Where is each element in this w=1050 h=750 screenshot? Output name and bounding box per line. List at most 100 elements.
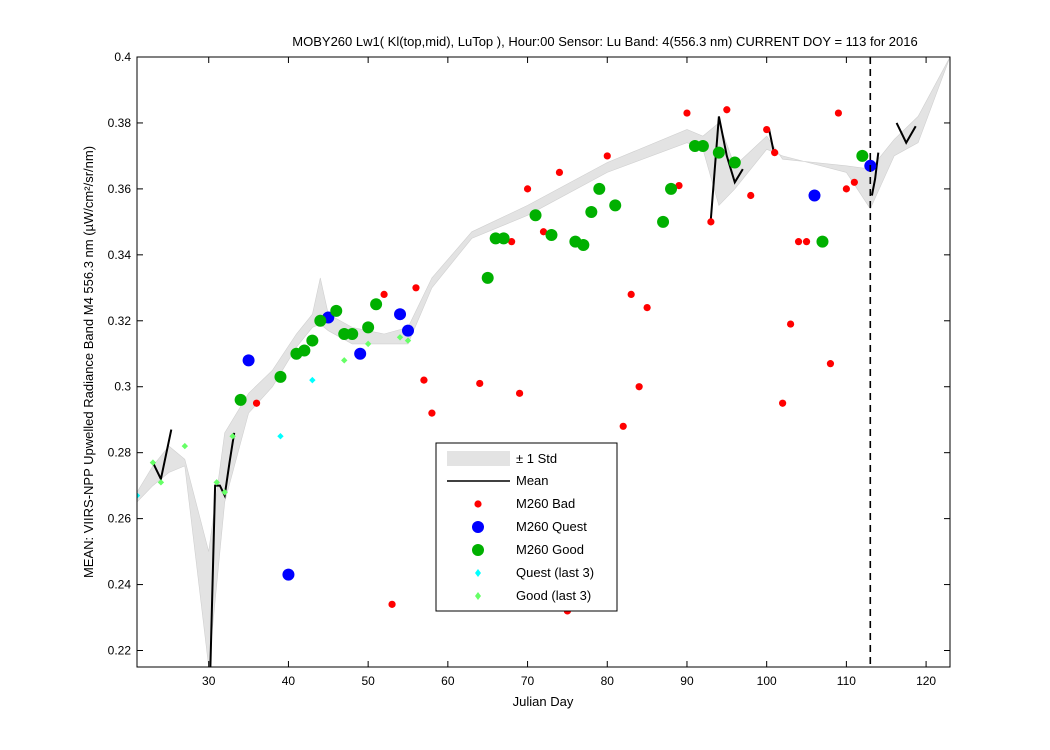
point-m260-quest-4 bbox=[394, 308, 407, 321]
y-tick-label-2: 0.26 bbox=[108, 512, 132, 526]
point-m260-good-28 bbox=[856, 149, 869, 162]
series-m260-bad bbox=[252, 106, 858, 615]
y-tick-label-8: 0.38 bbox=[108, 116, 132, 130]
point-m260-good-10 bbox=[370, 298, 383, 311]
y-tick-label-1: 0.24 bbox=[108, 578, 132, 592]
point-m260-bad-8 bbox=[515, 389, 524, 397]
legend-label-bad: M260 Bad bbox=[516, 496, 575, 511]
point-good-last-3-2 bbox=[181, 442, 189, 450]
point-quest-last-3-0 bbox=[137, 492, 141, 499]
point-m260-bad-29 bbox=[826, 360, 835, 368]
point-m260-quest-0 bbox=[242, 354, 255, 367]
legend-swatch-quest-last3 bbox=[475, 569, 481, 577]
point-m260-good-26 bbox=[728, 156, 741, 169]
point-m260-bad-9 bbox=[523, 185, 532, 193]
point-m260-good-0 bbox=[234, 393, 247, 406]
point-m260-good-9 bbox=[362, 321, 375, 334]
series-good-last-3 bbox=[149, 334, 412, 496]
legend-swatch-good bbox=[472, 544, 484, 556]
point-quest-last-3-2 bbox=[309, 376, 316, 384]
mean-line-segment-1 bbox=[209, 432, 236, 667]
point-m260-quest-3 bbox=[354, 347, 367, 360]
point-m260-good-22 bbox=[665, 182, 678, 195]
x-tick-label-7: 100 bbox=[757, 674, 777, 688]
point-good-last-3-8 bbox=[396, 334, 404, 341]
legend-label-quest: M260 Quest bbox=[516, 519, 587, 534]
mean-line-segment-4 bbox=[870, 152, 880, 196]
point-m260-quest-6 bbox=[808, 189, 821, 202]
legend-label-good-last3: Good (last 3) bbox=[516, 588, 591, 603]
y-tick-label-9: 0.4 bbox=[114, 50, 131, 64]
x-tick-label-6: 90 bbox=[680, 674, 694, 688]
point-m260-bad-30 bbox=[834, 109, 843, 117]
point-m260-bad-10 bbox=[539, 228, 548, 236]
point-m260-good-3 bbox=[298, 344, 311, 357]
axes-layer: 30 40 50 60 70 80 90 100 110 120 0.22 0.24 0.26 0.28 0… bbox=[108, 50, 950, 688]
point-good-last-3-6 bbox=[341, 357, 348, 364]
plot-frame bbox=[136, 56, 951, 668]
mean-line-segment-3 bbox=[768, 129, 775, 153]
x-tick-label-8: 110 bbox=[837, 674, 856, 688]
point-m260-good-5 bbox=[314, 314, 327, 327]
point-m260-bad-21 bbox=[723, 106, 731, 114]
point-m260-bad-27 bbox=[794, 238, 803, 246]
point-m260-bad-16 bbox=[635, 383, 643, 391]
point-m260-good-17 bbox=[577, 238, 590, 251]
point-m260-good-18 bbox=[585, 205, 598, 218]
x-tick-label-5: 80 bbox=[601, 674, 615, 688]
point-m260-bad-7 bbox=[508, 238, 516, 246]
point-m260-bad-17 bbox=[643, 303, 651, 312]
point-good-last-3-1 bbox=[157, 479, 165, 486]
point-m260-bad-6 bbox=[476, 379, 484, 388]
point-m260-bad-14 bbox=[619, 422, 627, 430]
point-m260-good-8 bbox=[346, 327, 359, 340]
point-good-last-3-5 bbox=[229, 432, 236, 440]
y-tick-label-4: 0.3 bbox=[114, 380, 131, 394]
point-m260-bad-20 bbox=[707, 218, 715, 226]
point-m260-bad-28 bbox=[802, 238, 811, 246]
std-band-layer bbox=[137, 57, 950, 667]
mean-line-segment-5 bbox=[895, 122, 917, 145]
x-tick-label-4: 70 bbox=[521, 674, 535, 688]
point-m260-good-19 bbox=[593, 182, 606, 195]
point-m260-bad-15 bbox=[627, 290, 635, 299]
std-band bbox=[137, 57, 950, 667]
point-m260-good-14 bbox=[529, 209, 542, 222]
legend-swatch-quest bbox=[472, 521, 484, 533]
point-m260-quest-5 bbox=[402, 324, 414, 337]
point-good-last-3-0 bbox=[149, 459, 157, 466]
y-axis-label: MEAN: VIIRS-NPP Upwelled Radiance Band M… bbox=[81, 146, 96, 578]
point-m260-good-25 bbox=[712, 146, 725, 159]
point-m260-bad-13 bbox=[603, 152, 611, 160]
point-m260-bad-11 bbox=[555, 168, 564, 177]
legend-box bbox=[435, 442, 618, 612]
x-tick-label-1: 40 bbox=[282, 674, 296, 688]
y-tick-label-6: 0.34 bbox=[108, 248, 132, 262]
legend-swatch-good-last3 bbox=[475, 592, 481, 600]
point-m260-bad-23 bbox=[763, 125, 771, 134]
point-m260-bad-5 bbox=[428, 409, 436, 417]
y-tick-label-3: 0.28 bbox=[108, 446, 132, 460]
legend-swatch-std bbox=[447, 451, 510, 466]
point-m260-bad-22 bbox=[747, 191, 755, 200]
point-m260-good-13 bbox=[497, 232, 510, 245]
x-tick-label-0: 30 bbox=[202, 674, 216, 688]
series-m260-good bbox=[234, 140, 869, 406]
point-m260-bad-0 bbox=[252, 399, 261, 407]
point-m260-bad-4 bbox=[420, 376, 428, 384]
point-m260-bad-18 bbox=[675, 181, 683, 190]
point-m260-bad-19 bbox=[683, 109, 691, 117]
legend-label-quest-last3: Quest (last 3) bbox=[516, 565, 594, 580]
point-quest-last-3-1 bbox=[277, 432, 284, 440]
legend: ± 1 Std Mean M260 Bad M260 Quest M260 Go… bbox=[435, 442, 618, 612]
point-m260-good-20 bbox=[609, 199, 622, 212]
point-m260-good-6 bbox=[330, 304, 343, 317]
y-tick-label-0: 0.22 bbox=[108, 644, 132, 658]
x-axis-label: Julian Day bbox=[513, 694, 574, 709]
point-m260-good-11 bbox=[481, 271, 494, 284]
point-m260-good-1 bbox=[274, 370, 287, 383]
legend-label-good: M260 Good bbox=[516, 542, 584, 557]
point-m260-good-24 bbox=[696, 140, 709, 153]
point-m260-bad-1 bbox=[380, 290, 388, 299]
